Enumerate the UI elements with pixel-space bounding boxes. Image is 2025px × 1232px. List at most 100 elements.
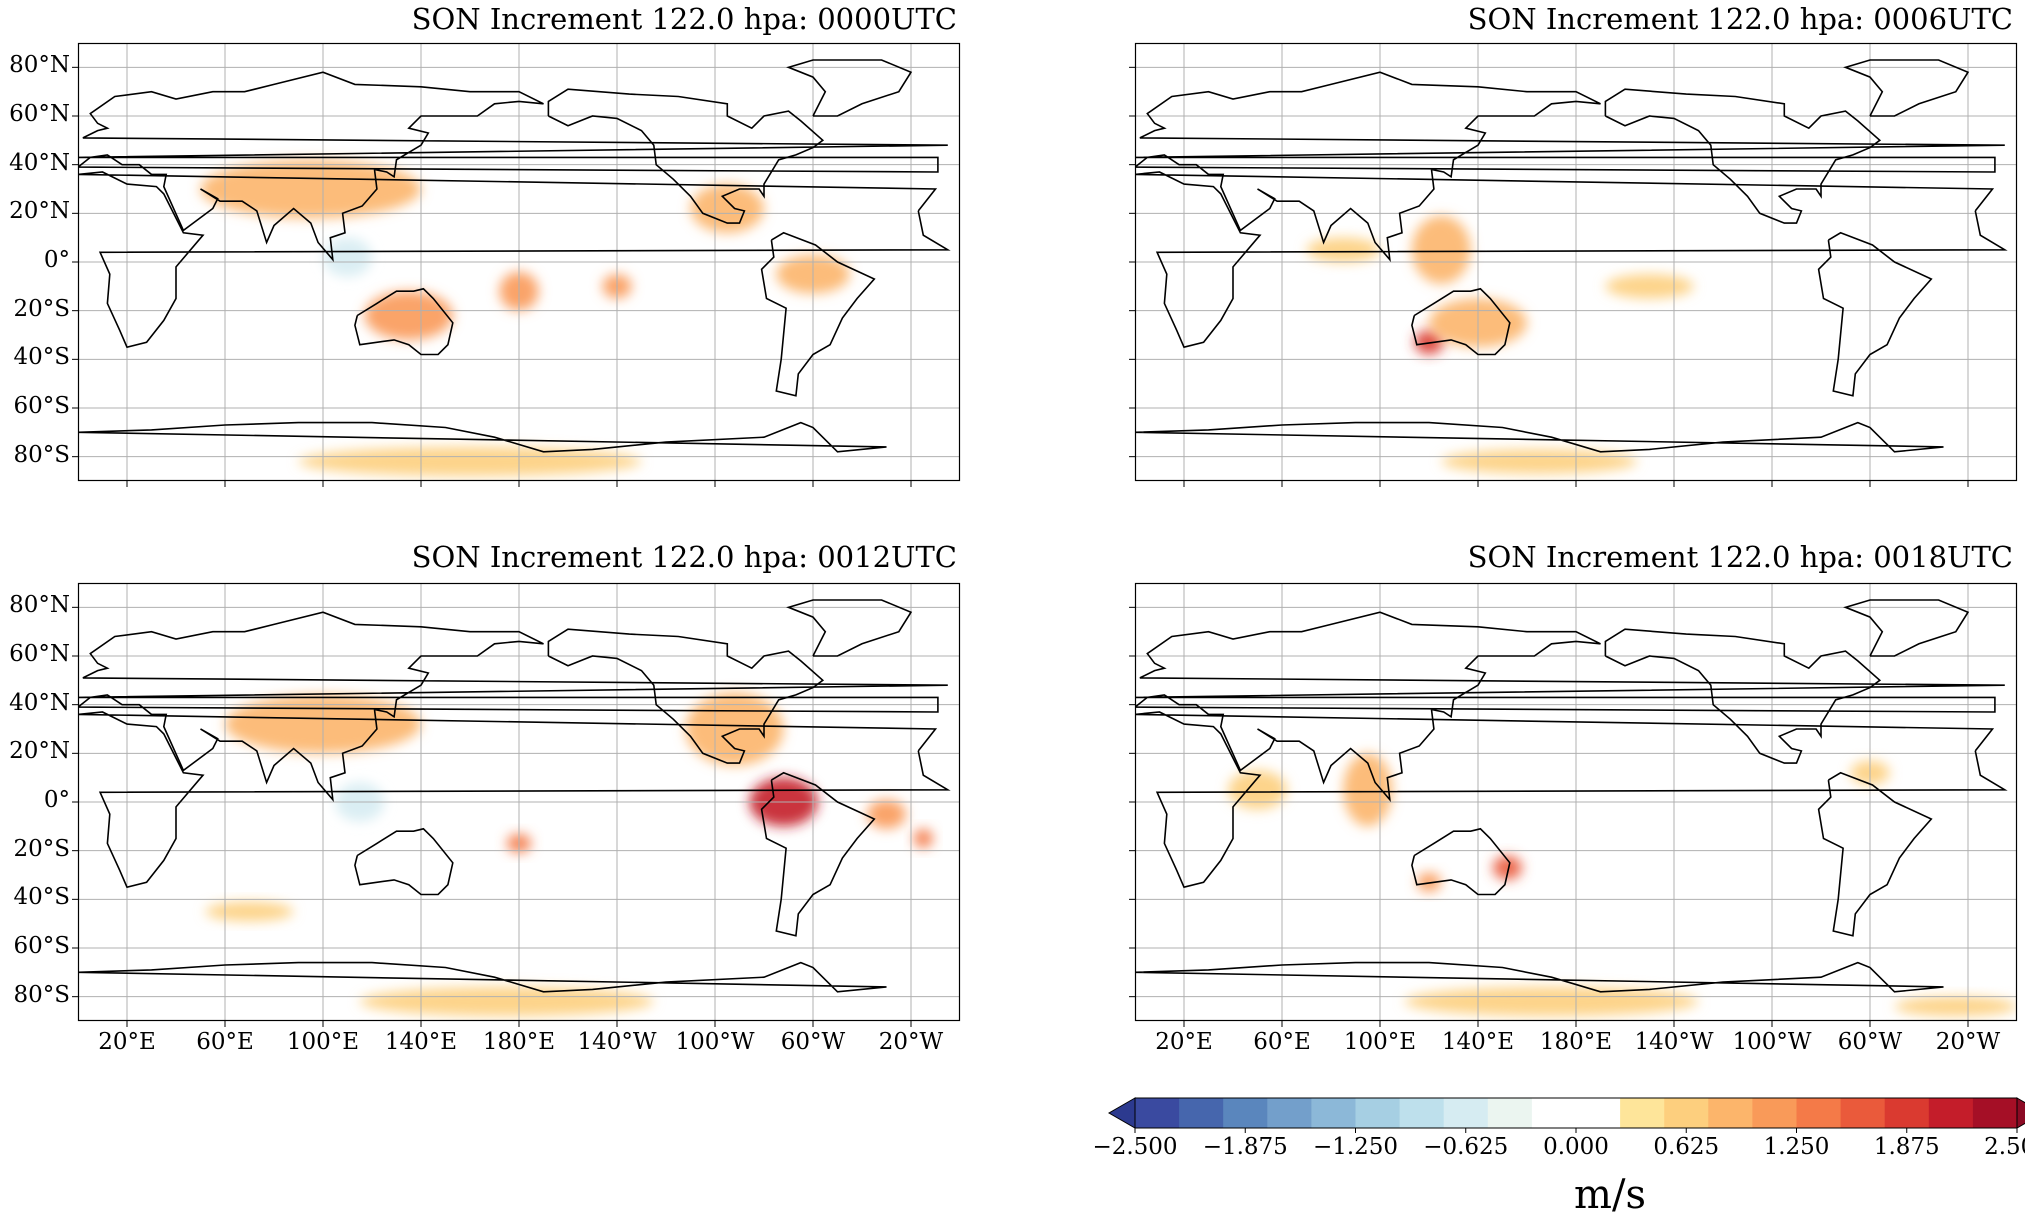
lat-tick-label: 60°S: [13, 933, 70, 959]
field-blob: [1411, 215, 1471, 284]
panel-title: SON Increment 122.0 hpa: 0012UTC: [411, 540, 957, 574]
coastline: [1843, 599, 1970, 657]
lon-tick-label: 100°W: [1732, 1029, 1812, 1055]
colorbar-segment: [1223, 1098, 1268, 1128]
colorbar-tick-label: 0.625: [1653, 1134, 1720, 1160]
colorbar-segment: [1399, 1098, 1445, 1128]
coastline: [1135, 171, 2008, 349]
map-plot-area: [1129, 582, 2018, 1027]
lon-tick-label: 20°E: [98, 1029, 156, 1055]
map-panel-0000utc: SON Increment 122.0 hpa: 0000UTC: [0, 0, 1000, 540]
lat-tick-label: 20°S: [13, 835, 70, 862]
lon-tick-label: 60°W: [1837, 1029, 1903, 1055]
field-blob: [1605, 274, 1694, 299]
colorbar-segment: [1972, 1098, 2018, 1128]
coastline: [1411, 287, 1511, 356]
field-blob: [1894, 996, 2017, 1017]
coastline: [786, 599, 913, 657]
colorbar-unit-label: m/s: [1574, 1172, 1646, 1218]
map-panel-0018utc: SON Increment 122.0 hpa: 0018UTC: [1000, 540, 2025, 1080]
field-blob: [205, 901, 294, 922]
lon-tick-label: 20°W: [878, 1029, 944, 1055]
map-panel-0006utc: SON Increment 122.0 hpa: 0006UTC: [1000, 0, 2025, 540]
colorbar-segment: [1796, 1098, 1842, 1128]
field-blob: [1404, 986, 1699, 1017]
colorbar-tick-label: 1.250: [1763, 1134, 1830, 1160]
coastline: [1135, 711, 2008, 889]
map-plot-area: [1129, 42, 2018, 487]
colorbar-segment: [1311, 1098, 1356, 1128]
lat-tick-label: 80°N: [9, 52, 70, 79]
coastline: [354, 827, 454, 896]
colorbar-segment: [1664, 1098, 1709, 1128]
lat-tick-label: 80°N: [9, 592, 70, 619]
coastline: [760, 231, 876, 397]
colorbar-segment: [1487, 1098, 1533, 1128]
map-panel-0012utc: SON Increment 122.0 hpa: 0012UTC: [0, 540, 1000, 1080]
panel-title: SON Increment 122.0 hpa: 0018UTC: [1467, 540, 2013, 574]
colorbar-segment: [1443, 1098, 1489, 1128]
lon-tick-label: 180°E: [482, 1029, 556, 1055]
field-blob: [359, 986, 654, 1017]
coastline: [547, 628, 825, 764]
field-blob: [298, 446, 642, 477]
coastline: [547, 88, 825, 224]
field-blob: [866, 799, 907, 829]
coastline: [1411, 827, 1511, 896]
colorbar-segment: [1620, 1098, 1665, 1128]
lat-tick-label: 0°: [43, 787, 70, 813]
colorbar-max-extend: [2016, 1097, 2025, 1129]
lon-tick-label: 60°W: [780, 1029, 846, 1055]
lat-tick-label: 40°N: [9, 689, 70, 716]
coastline: [1843, 59, 1970, 117]
field-blob: [1306, 237, 1380, 262]
colorbar-segment: [1884, 1098, 1930, 1128]
map-frame: [1134, 42, 2018, 482]
colorbar-tick-label: 0.000: [1543, 1134, 1609, 1160]
coastline: [78, 961, 887, 993]
lat-tick-label: 80°S: [13, 441, 70, 468]
field-blob: [1492, 855, 1523, 880]
coastline: [354, 287, 454, 356]
lon-tick-label: 140°E: [384, 1029, 458, 1055]
coastline: [1135, 611, 2005, 803]
lon-tick-label: 100°E: [1343, 1029, 1417, 1055]
coastline: [1135, 961, 1944, 993]
lon-tick-label: 20°W: [1935, 1029, 2001, 1055]
coastline: [78, 171, 951, 349]
coastline: [1135, 71, 2005, 263]
lat-tick-label: 20°N: [9, 738, 70, 765]
lon-tick-label: 60°E: [196, 1029, 254, 1055]
coastline: [78, 421, 887, 453]
colorbar-segment: [1135, 1098, 1180, 1128]
lat-tick-label: 40°S: [13, 884, 70, 911]
lat-tick-label: 40°N: [9, 149, 70, 176]
lon-tick-label: 140°W: [1634, 1029, 1714, 1055]
colorbar-tick-label: 2.500: [1984, 1134, 2025, 1160]
colorbar-segment: [1752, 1098, 1797, 1128]
field-blob: [323, 237, 372, 277]
coastline: [78, 611, 948, 803]
field-blob: [913, 828, 934, 849]
panel-title: SON Increment 122.0 hpa: 0006UTC: [1467, 2, 2013, 36]
coastline: [1817, 771, 1933, 937]
lon-tick-label: 100°E: [286, 1029, 360, 1055]
lat-tick-label: 60°N: [9, 641, 70, 667]
coastline: [760, 771, 876, 937]
field-blob: [200, 159, 421, 219]
field-blob: [364, 291, 453, 340]
colorbar-segment: [1179, 1098, 1224, 1128]
colorbar-segment: [1576, 1098, 1621, 1128]
lat-tick-label: 0°: [43, 247, 70, 273]
lat-tick-label: 40°S: [13, 344, 70, 371]
map-plot-area: [72, 582, 961, 1027]
colorbar-tick-label: 1.875: [1873, 1134, 1940, 1160]
lat-tick-label: 20°S: [13, 295, 70, 322]
field-blob: [690, 184, 764, 233]
lon-tick-label: 140°W: [577, 1029, 657, 1055]
colorbar-tick-label: −1.250: [1312, 1134, 1399, 1160]
coastline: [1604, 628, 1882, 764]
colorbar-segment: [1840, 1098, 1886, 1128]
lon-tick-label: 140°E: [1441, 1029, 1515, 1055]
lat-tick-label: 80°S: [13, 981, 70, 1008]
